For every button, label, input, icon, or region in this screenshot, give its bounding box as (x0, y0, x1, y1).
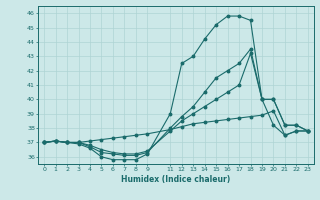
X-axis label: Humidex (Indice chaleur): Humidex (Indice chaleur) (121, 175, 231, 184)
